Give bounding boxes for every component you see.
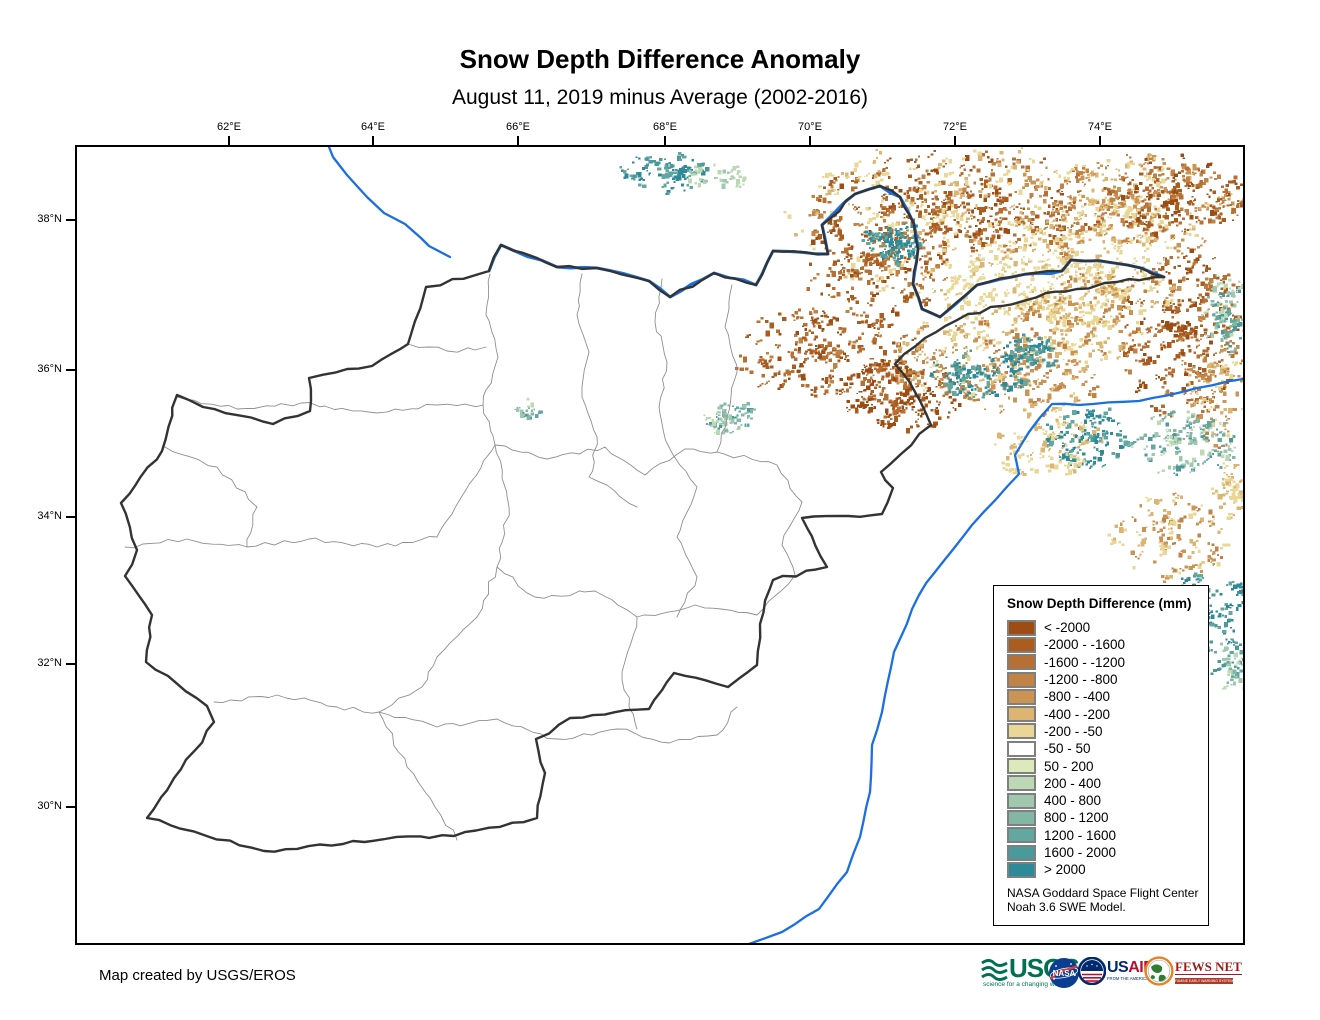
legend-source-note: NASA Goddard Space Flight Center Noah 3.… bbox=[1007, 886, 1208, 914]
legend-item-label: -800 - -400 bbox=[1044, 689, 1111, 705]
latitude-tick bbox=[66, 369, 75, 371]
latitude-tick-label: 30°N bbox=[37, 800, 62, 812]
legend-swatch bbox=[1007, 636, 1036, 653]
legend-item: -1200 - -800 bbox=[1007, 671, 1208, 688]
longitude-tick-label: 70°E bbox=[798, 121, 822, 133]
legend-item: -800 - -400 bbox=[1007, 688, 1208, 705]
legend-item: -200 - -50 bbox=[1007, 723, 1208, 740]
legend-item: -1600 - -1200 bbox=[1007, 654, 1208, 671]
longitude-tick bbox=[228, 136, 230, 145]
fewsnet-logo: FEWS NET FAMINE EARLY WARNING SYSTEMS NE… bbox=[1144, 956, 1242, 996]
longitude-tick-label: 62°E bbox=[217, 121, 241, 133]
legend-swatch bbox=[1007, 827, 1036, 844]
legend-swatch bbox=[1007, 723, 1036, 740]
fewsnet-wordmark: FEWS NET bbox=[1175, 959, 1242, 975]
longitude-tick-label: 66°E bbox=[506, 121, 530, 133]
latitude-tick-label: 34°N bbox=[37, 510, 62, 522]
legend-swatch bbox=[1007, 740, 1036, 757]
afghanistan-map bbox=[119, 147, 1243, 943]
fewsnet-globe-icon bbox=[1144, 956, 1174, 986]
latitude-tick-label: 32°N bbox=[37, 657, 62, 669]
legend-item: 1200 - 1600 bbox=[1007, 827, 1208, 844]
legend-item-label: 800 - 1200 bbox=[1044, 810, 1109, 826]
legend-swatch bbox=[1007, 775, 1036, 792]
legend-swatch bbox=[1007, 758, 1036, 775]
latitude-tick bbox=[66, 663, 75, 665]
legend-item-label: 400 - 800 bbox=[1044, 793, 1102, 809]
legend-item-label: < -2000 bbox=[1044, 620, 1091, 636]
legend-item: 800 - 1200 bbox=[1007, 809, 1208, 826]
latitude-tick-label: 36°N bbox=[37, 363, 62, 375]
legend-swatch bbox=[1007, 844, 1036, 861]
legend-item: 50 - 200 bbox=[1007, 757, 1208, 775]
legend-swatch bbox=[1007, 619, 1036, 636]
longitude-tick-label: 68°E bbox=[653, 121, 677, 133]
longitude-tick-label: 72°E bbox=[943, 121, 967, 133]
map-subtitle: August 11, 2019 minus Average (2002-2016… bbox=[451, 86, 868, 109]
longitude-tick bbox=[664, 136, 666, 145]
map-credit: Map created by USGS/EROS bbox=[99, 967, 296, 984]
legend-item-label: -200 - -50 bbox=[1044, 723, 1103, 739]
country-border bbox=[119, 184, 1166, 853]
longitude-tick bbox=[372, 136, 374, 145]
legend-item-label: 200 - 400 bbox=[1044, 775, 1102, 791]
latitude-tick bbox=[66, 219, 75, 221]
legend-item-label: -400 - -200 bbox=[1044, 706, 1111, 722]
legend-item: < -2000 bbox=[1007, 619, 1208, 636]
legend-item-label: -2000 - -1600 bbox=[1044, 637, 1126, 653]
longitude-tick bbox=[954, 136, 956, 145]
legend-item: -400 - -200 bbox=[1007, 705, 1208, 723]
legend-item-label: > 2000 bbox=[1044, 862, 1086, 878]
legend-note-line2: Noah 3.6 SWE Model. bbox=[1007, 900, 1126, 915]
legend-swatch bbox=[1007, 688, 1036, 705]
legend-swatch bbox=[1007, 706, 1036, 723]
legend-item-label: -1600 - -1200 bbox=[1044, 654, 1126, 670]
map-title: Snow Depth Difference Anomaly bbox=[459, 44, 861, 74]
snow-anomaly-raster bbox=[514, 147, 1243, 691]
longitude-tick bbox=[517, 136, 519, 145]
legend-item-label: -50 - 50 bbox=[1044, 741, 1091, 757]
longitude-tick bbox=[809, 136, 811, 145]
province-boundaries bbox=[124, 273, 803, 841]
fewsnet-tagline-bar: FAMINE EARLY WARNING SYSTEMS NETWORK bbox=[1175, 978, 1233, 984]
legend-swatch bbox=[1007, 861, 1036, 878]
legend-item: -2000 - -1600 bbox=[1007, 636, 1208, 653]
legend-swatch bbox=[1007, 671, 1036, 688]
usgs-wave-icon bbox=[981, 959, 1008, 981]
legend-item: 1600 - 2000 bbox=[1007, 844, 1208, 861]
longitude-tick-label: 64°E bbox=[361, 121, 385, 133]
legend-swatch bbox=[1007, 792, 1036, 809]
legend-swatch bbox=[1007, 654, 1036, 671]
legend-rows: < -2000 -2000 - -1600 -1600 - -1200 -1200 -… bbox=[1007, 619, 1208, 878]
longitude-tick bbox=[1099, 136, 1101, 145]
legend-note-line1: NASA Goddard Space Flight Center bbox=[1007, 886, 1199, 901]
legend-title: Snow Depth Difference (mm) bbox=[1007, 596, 1192, 611]
latitude-tick-label: 38°N bbox=[37, 213, 62, 225]
latitude-tick bbox=[66, 516, 75, 518]
latitude-tick bbox=[66, 806, 75, 808]
legend-item-label: -1200 - -800 bbox=[1044, 672, 1118, 688]
legend-item-label: 50 - 200 bbox=[1044, 758, 1094, 774]
logo-strip: USGS science for a changing world NASA bbox=[978, 953, 1242, 1001]
legend-item: > 2000 bbox=[1007, 861, 1208, 878]
usaid-tagline: FROM THE AMERICAN PEOPLE bbox=[1107, 976, 1170, 981]
legend: Snow Depth Difference (mm) < -2000 -2000 … bbox=[993, 585, 1209, 926]
legend-item: 200 - 400 bbox=[1007, 775, 1208, 792]
longitude-tick-label: 74°E bbox=[1088, 121, 1112, 133]
legend-item: -50 - 50 bbox=[1007, 740, 1208, 757]
nasa-logo: NASA bbox=[1048, 957, 1080, 989]
legend-item-label: 1600 - 2000 bbox=[1044, 845, 1117, 860]
usaid-us: US bbox=[1107, 959, 1129, 976]
legend-item: 400 - 800 bbox=[1007, 792, 1208, 809]
nasa-meatball-icon: NASA bbox=[1049, 958, 1079, 988]
usgs-tagline: science for a changing world bbox=[983, 981, 1066, 988]
legend-swatch bbox=[1007, 809, 1036, 826]
legend-item-label: 1200 - 1600 bbox=[1044, 827, 1117, 843]
usaid-seal-icon bbox=[1077, 956, 1107, 986]
